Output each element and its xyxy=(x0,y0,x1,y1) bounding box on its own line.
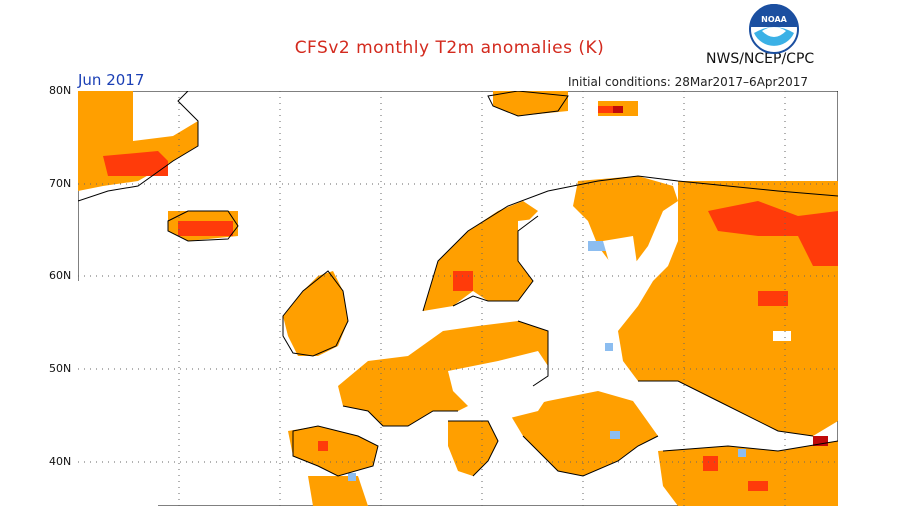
graticule xyxy=(78,91,838,506)
anomaly-field-cool xyxy=(348,241,746,481)
agency-label: NWS/NCEP/CPC xyxy=(706,51,815,67)
lat-label-40n: 40N xyxy=(49,455,72,468)
lat-label-70n: 70N xyxy=(49,177,72,190)
forecast-month: Jun 2017 xyxy=(78,71,145,89)
lat-label-80n: 80N xyxy=(49,84,72,97)
lat-label-60n: 60N xyxy=(49,269,72,282)
anomaly-map xyxy=(78,91,838,506)
noaa-logo-icon: NOAA xyxy=(749,4,799,54)
map-title: CFSv2 monthly T2m anomalies (K) xyxy=(294,38,605,58)
initial-conditions: Initial conditions: 28Mar2017–6Apr2017 xyxy=(568,75,808,89)
lat-label-50n: 50N xyxy=(49,362,72,375)
coastlines xyxy=(78,91,838,477)
svg-text:NOAA: NOAA xyxy=(761,15,787,24)
anomaly-field-warmer xyxy=(103,106,838,491)
